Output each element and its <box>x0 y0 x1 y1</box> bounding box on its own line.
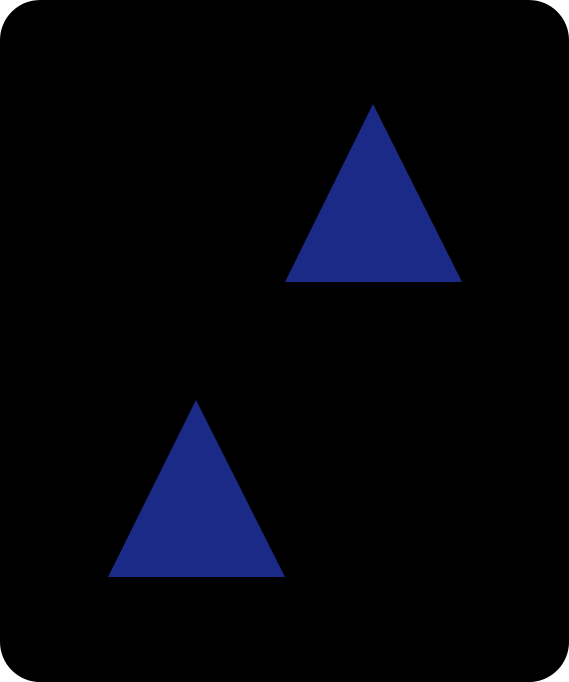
triangle-icon <box>285 104 462 282</box>
triangle-icon <box>108 400 285 577</box>
